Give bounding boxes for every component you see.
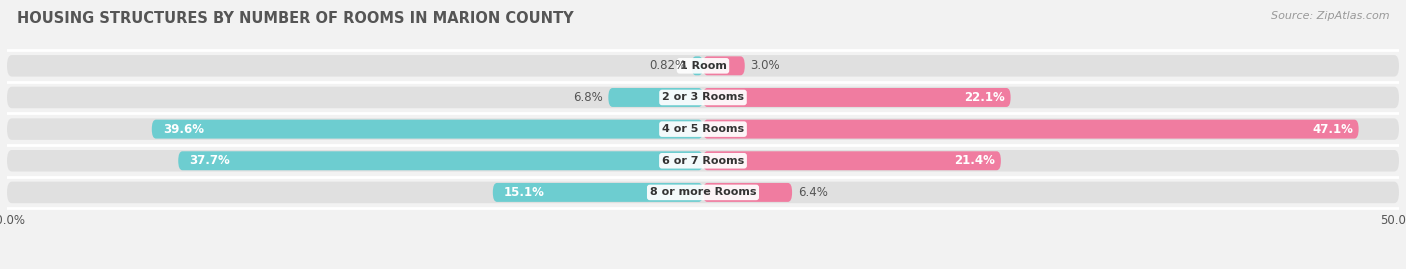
Text: 15.1%: 15.1% (503, 186, 546, 199)
Text: 6.4%: 6.4% (797, 186, 828, 199)
FancyBboxPatch shape (7, 87, 1399, 108)
FancyBboxPatch shape (179, 151, 703, 170)
FancyBboxPatch shape (7, 150, 1399, 172)
FancyBboxPatch shape (7, 118, 1399, 140)
FancyBboxPatch shape (703, 151, 1001, 170)
Text: 1 Room: 1 Room (679, 61, 727, 71)
Text: 47.1%: 47.1% (1312, 123, 1353, 136)
FancyBboxPatch shape (494, 183, 703, 202)
Text: Source: ZipAtlas.com: Source: ZipAtlas.com (1271, 11, 1389, 21)
Text: 6 or 7 Rooms: 6 or 7 Rooms (662, 156, 744, 166)
Text: 37.7%: 37.7% (190, 154, 231, 167)
FancyBboxPatch shape (703, 120, 1358, 139)
Text: 8 or more Rooms: 8 or more Rooms (650, 187, 756, 197)
FancyBboxPatch shape (609, 88, 703, 107)
Legend: Owner-occupied, Renter-occupied: Owner-occupied, Renter-occupied (565, 264, 841, 269)
Text: HOUSING STRUCTURES BY NUMBER OF ROOMS IN MARION COUNTY: HOUSING STRUCTURES BY NUMBER OF ROOMS IN… (17, 11, 574, 26)
Text: 21.4%: 21.4% (955, 154, 995, 167)
FancyBboxPatch shape (152, 120, 703, 139)
FancyBboxPatch shape (692, 56, 703, 75)
Text: 0.82%: 0.82% (650, 59, 686, 72)
Text: 2 or 3 Rooms: 2 or 3 Rooms (662, 93, 744, 102)
FancyBboxPatch shape (703, 56, 745, 75)
FancyBboxPatch shape (7, 55, 1399, 77)
Text: 6.8%: 6.8% (574, 91, 603, 104)
Text: 39.6%: 39.6% (163, 123, 204, 136)
Text: 22.1%: 22.1% (965, 91, 1005, 104)
Text: 4 or 5 Rooms: 4 or 5 Rooms (662, 124, 744, 134)
FancyBboxPatch shape (703, 88, 1011, 107)
Text: 3.0%: 3.0% (751, 59, 780, 72)
FancyBboxPatch shape (7, 182, 1399, 203)
FancyBboxPatch shape (703, 183, 792, 202)
